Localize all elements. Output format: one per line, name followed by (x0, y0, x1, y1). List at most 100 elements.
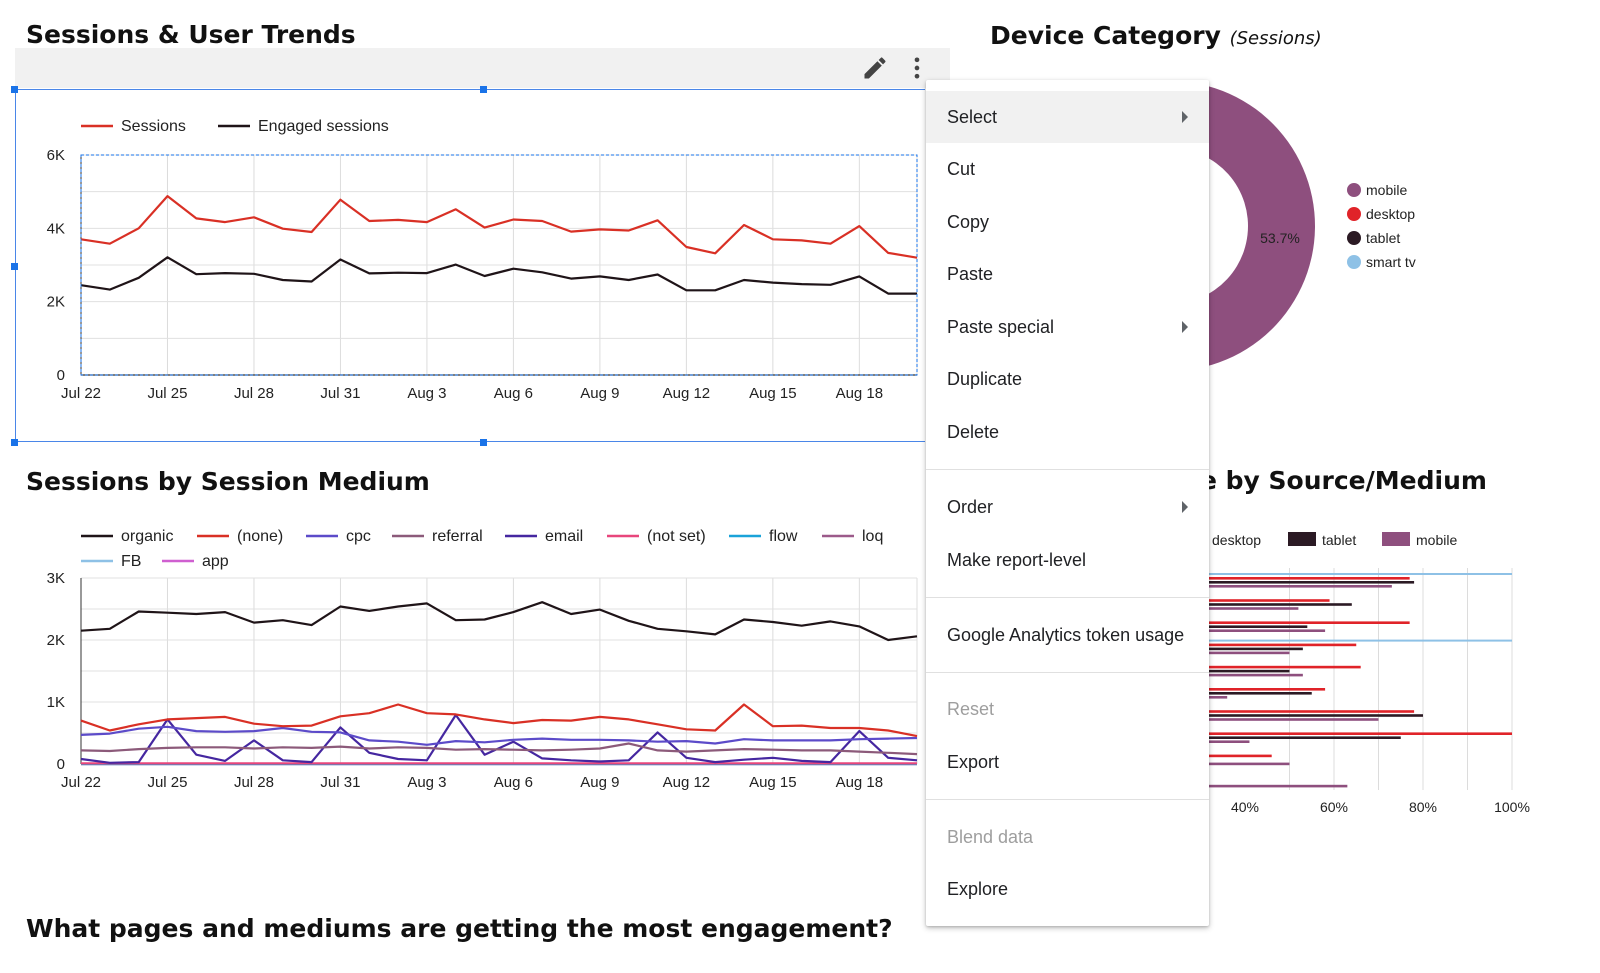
y-tick-label: 3K (47, 570, 65, 587)
x-tick-label: Aug 12 (663, 774, 711, 791)
resize-handle-left[interactable] (11, 263, 18, 270)
legend-tablet-swatch (1347, 231, 1361, 245)
chart-legend: organic (none) cpc referral email (not set) fl… (81, 528, 883, 570)
menu-separator (926, 672, 1209, 673)
y-tick-label: 4K (47, 220, 65, 237)
y-tick-label: 6K (47, 147, 65, 164)
submenu-arrow-icon (1182, 111, 1188, 123)
series-line-organic (80, 601, 918, 642)
series-line-engaged-sessions (80, 256, 917, 295)
menu-item-duplicate[interactable]: Duplicate (926, 353, 1209, 405)
more-vert-icon[interactable] (903, 54, 931, 82)
session-medium-title: Sessions by Session Medium (26, 467, 430, 496)
resize-handle-bottom[interactable] (480, 439, 487, 446)
menu-item-paste[interactable]: Paste (926, 248, 1209, 300)
bar-mobile (1209, 696, 1228, 699)
source-medium-chart[interactable]: 40% 60% 80% 100% desktop tablet mobile (0, 0, 1600, 830)
legend-tablet-label: tablet (1322, 532, 1356, 548)
legend-tablet-label: tablet (1366, 230, 1400, 246)
bar-desktop (1209, 732, 1512, 735)
bar-tablet (1209, 669, 1290, 673)
menu-item-label: Paste (947, 263, 994, 284)
session-medium-chart[interactable]: 0 1K 2K 3K Jul 22 Jul 25 Jul 28 Jul 31 Aug 3 Aug… (0, 0, 960, 800)
pencil-icon[interactable] (861, 54, 889, 82)
y-axis-labels: 0 2K 4K 6K (47, 147, 65, 384)
legend-desktop-swatch (1347, 207, 1361, 221)
source-medium-title: e by Source/Medium (1200, 466, 1487, 495)
x-tick-label: Aug 6 (494, 385, 533, 402)
donut-slices: 53.7% (1136, 81, 1315, 371)
x-tick-label: Aug 3 (407, 385, 446, 402)
resize-handle-top-left[interactable] (11, 86, 18, 93)
bar-tablet (1209, 736, 1401, 739)
menu-item-select[interactable]: Select (926, 91, 1209, 143)
legend-none-label: (none) (237, 528, 283, 545)
x-tick-label: Aug 9 (580, 385, 619, 402)
bar-mobile (1209, 673, 1303, 677)
chart-legend: mobile desktop tablet smart tv (1347, 182, 1416, 270)
x-tick-label: Aug 6 (494, 774, 533, 791)
legend-desktop-label: desktop (1212, 532, 1261, 548)
menu-item-cut[interactable]: Cut (926, 143, 1209, 195)
bar-smart-tv (1209, 639, 1512, 642)
menu-item-explore[interactable]: Explore (926, 863, 1209, 915)
chart-bars (1209, 573, 1512, 788)
resize-handle-top[interactable] (480, 86, 487, 93)
bar-tablet (1209, 625, 1308, 628)
menu-item-delete[interactable]: Delete (926, 406, 1209, 458)
menu-item-paste-special[interactable]: Paste special (926, 301, 1209, 353)
menu-item-blend-data: Blend data (926, 811, 1209, 863)
menu-item-label: Duplicate (947, 368, 1023, 389)
legend-mobile-swatch (1347, 183, 1361, 197)
bar-desktop (1209, 599, 1330, 602)
x-tick-label: Jul 22 (61, 774, 101, 791)
bar-tablet (1209, 692, 1312, 695)
device-category-title-text: Device Category (990, 21, 1221, 50)
menu-item-label: Google Analytics token usage (947, 624, 1185, 645)
chart-series (80, 601, 918, 766)
device-category-chart[interactable]: 53.7% mobile desktop tablet smart tv (0, 0, 1600, 400)
menu-separator (926, 597, 1209, 598)
x-tick-label: 40% (1231, 799, 1259, 815)
menu-item-copy[interactable]: Copy (926, 196, 1209, 248)
series-line-referral (80, 742, 918, 756)
bar-mobile (1209, 607, 1299, 610)
bar-mobile (1209, 784, 1348, 788)
legend-app-label: app (202, 553, 229, 570)
menu-item-label: Reset (947, 698, 995, 719)
sessions-trends-chart[interactable]: 0 2K 4K 6K Jul 22 Jul 25 Jul 28 Jul 31 Aug 3 Aug… (0, 0, 960, 450)
legend-flow-label: flow (769, 528, 798, 545)
device-category-subtitle: (Sessions) (1229, 28, 1322, 49)
menu-item-label: Export (947, 751, 1000, 772)
bar-mobile (1209, 651, 1290, 655)
legend-smart-tv-label: smart tv (1366, 254, 1416, 270)
bar-desktop (1209, 754, 1272, 758)
donut-slice-mobile (1136, 81, 1315, 371)
x-axis-labels: 40% 60% 80% 100% (1231, 799, 1530, 815)
resize-handle-bottom-left[interactable] (11, 439, 18, 446)
bar-smart-tv (1209, 573, 1512, 575)
x-tick-label: Jul 25 (147, 385, 187, 402)
menu-item-google-analytics-token-usage[interactable]: Google Analytics token usage (926, 609, 1209, 661)
context-menu: Select Cut Copy Paste Paste special Duplicate… (926, 80, 1209, 926)
menu-item-make-report-level[interactable]: Make report-level (926, 534, 1209, 586)
menu-item-label: Blend data (947, 826, 1034, 847)
menu-item-label: Cut (947, 158, 976, 179)
donut-label-mobile: 53.7% (1260, 230, 1300, 246)
bar-mobile (1209, 762, 1290, 766)
device-category-title: Device Category (Sessions) (990, 21, 1322, 50)
x-tick-label: Aug 18 (836, 385, 884, 402)
legend-mobile-swatch (1382, 532, 1410, 546)
submenu-arrow-icon (1182, 501, 1188, 513)
bar-desktop (1209, 643, 1357, 647)
series-line-none (80, 703, 918, 738)
menu-item-export[interactable]: Export (926, 736, 1209, 788)
x-tick-label: Jul 31 (320, 774, 360, 791)
y-tick-label: 0 (57, 367, 65, 384)
x-tick-label: Aug 9 (580, 774, 619, 791)
chart-toolbar (15, 48, 950, 88)
menu-item-order[interactable]: Order (926, 481, 1209, 533)
bar-desktop (1209, 665, 1361, 669)
legend-organic-label: organic (121, 528, 173, 545)
x-tick-label: Aug 15 (749, 774, 797, 791)
